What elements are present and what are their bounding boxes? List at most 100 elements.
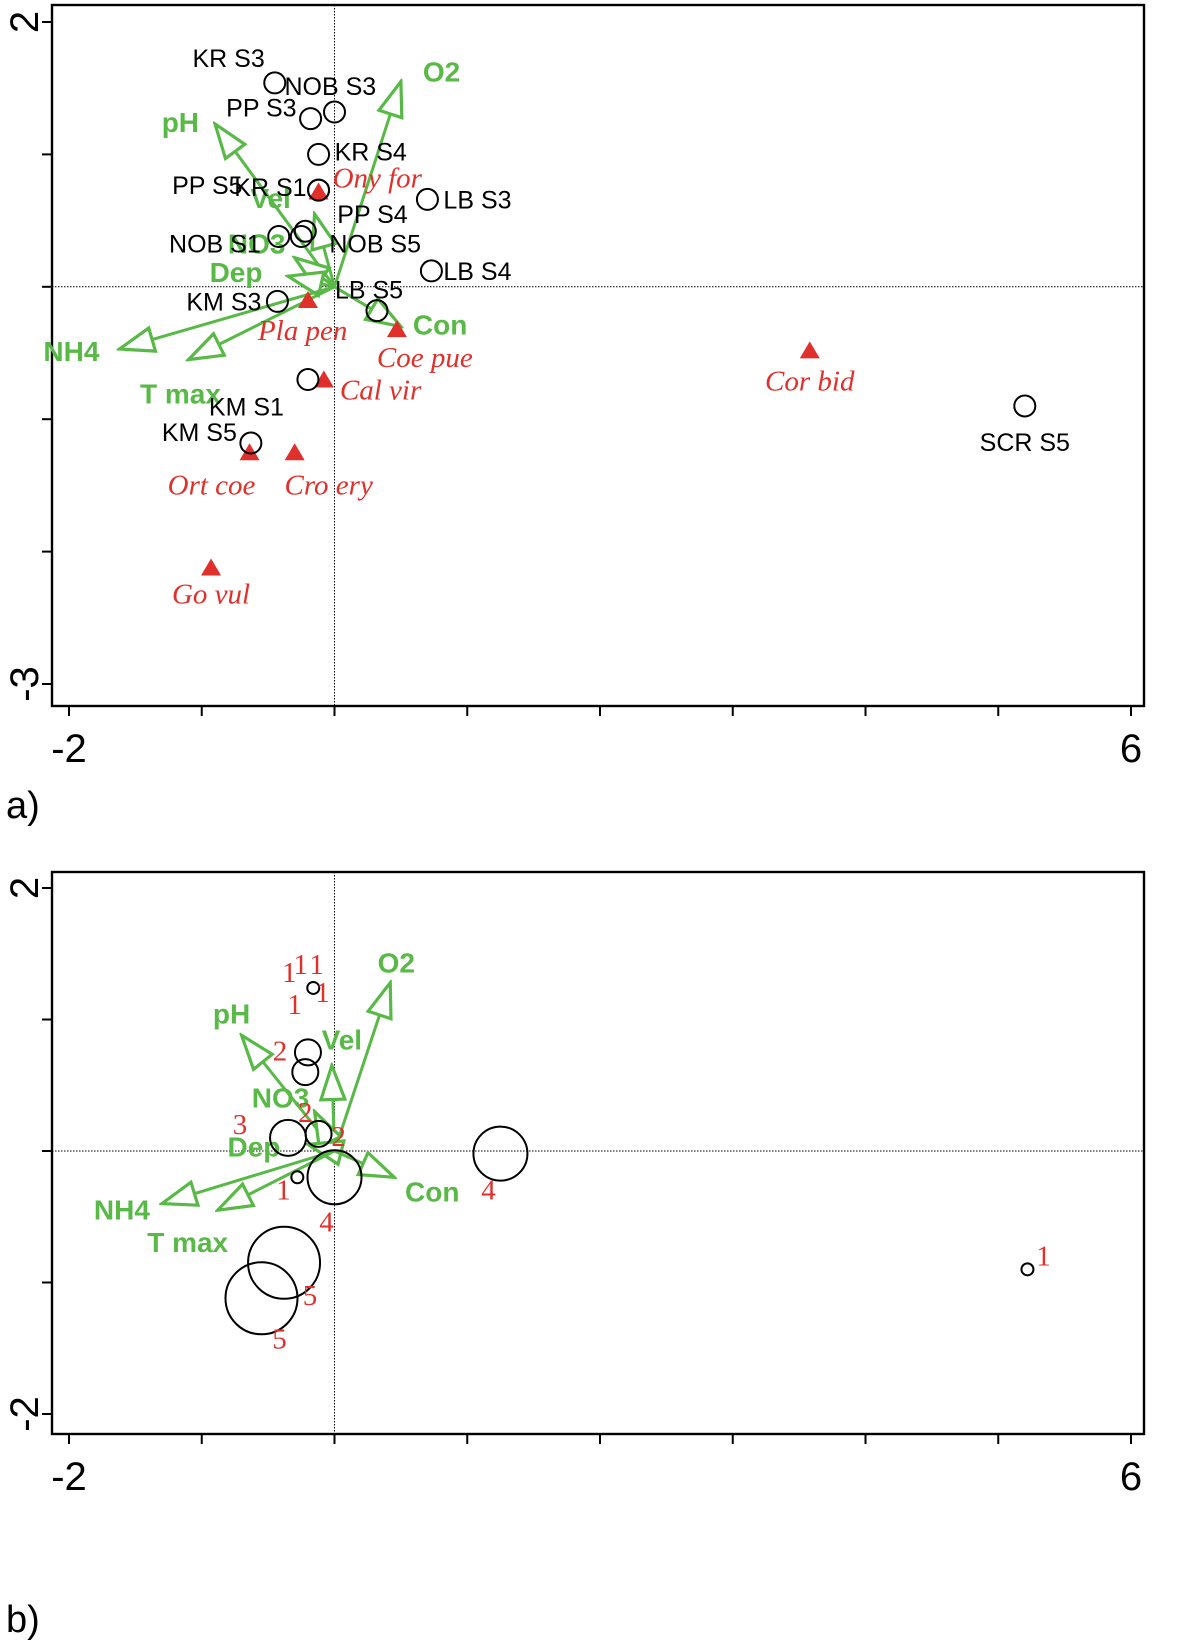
plot-frame [50, 870, 1146, 1436]
site-marker [289, 224, 313, 248]
group-label: 2 [298, 1097, 313, 1129]
y-tick-label: -3 [3, 666, 47, 702]
site-marker [307, 178, 331, 202]
species-marker [239, 443, 260, 461]
group-label: 1 [315, 977, 330, 1009]
site-label: KR S4 [335, 138, 407, 166]
site-marker [263, 71, 287, 95]
y-tick-label: 2 [3, 877, 47, 899]
env-label-o2: O2 [423, 57, 460, 88]
species-label: Ony for [333, 162, 423, 194]
group-label: 3 [233, 1109, 248, 1141]
env-label-nh4: NH4 [43, 336, 99, 367]
group-label: 1 [1036, 1240, 1051, 1272]
group-label: 1 [309, 949, 324, 981]
site-marker [1013, 394, 1037, 418]
species-marker [284, 443, 305, 461]
x-tick-label: -2 [51, 1455, 87, 1499]
species-label: Cro ery [285, 469, 373, 501]
group-label: 1 [282, 957, 297, 989]
site-marker [415, 187, 439, 211]
site-marker [296, 367, 320, 391]
env-label-vel: Vel [322, 1025, 362, 1056]
y-tick-label: -2 [3, 1396, 47, 1432]
group-label: 2 [273, 1035, 288, 1067]
site-marker [304, 1119, 333, 1148]
site-marker [306, 1149, 363, 1206]
site-marker [306, 980, 321, 995]
species-label: Go vul [172, 578, 250, 610]
env-label-ph: pH [213, 998, 250, 1029]
species-marker [313, 370, 334, 388]
site-marker [419, 259, 443, 283]
site-marker [307, 142, 331, 166]
group-label: 5 [272, 1323, 287, 1355]
site-marker [365, 299, 389, 323]
site-marker [290, 1170, 305, 1185]
env-arrow-t-max [218, 1149, 336, 1210]
site-marker [265, 289, 289, 313]
env-arrow-nh4 [162, 1149, 335, 1204]
species-marker [308, 182, 329, 200]
env-label-dep: Dep [210, 257, 263, 288]
env-label-vel: Vel [250, 183, 290, 214]
site-label: KM S1 [209, 393, 284, 421]
site-marker [293, 1038, 322, 1067]
x-tick-label: 6 [1120, 727, 1142, 771]
species-marker [297, 291, 318, 309]
site-marker [267, 224, 291, 248]
site-label: NOB S1 [169, 230, 261, 258]
site-label: KR S3 [192, 45, 264, 73]
panel-label: a) [6, 785, 40, 827]
group-label: 2 [331, 1121, 346, 1153]
species-marker [799, 341, 820, 359]
group-label: 1 [287, 989, 302, 1021]
species-label: Cor bid [765, 365, 855, 397]
site-label: NOB S3 [285, 73, 377, 101]
x-tick-label: 6 [1120, 1455, 1142, 1499]
env-label-no3: NO3 [228, 229, 286, 260]
site-label: PP S4 [337, 201, 408, 229]
species-marker [386, 320, 407, 338]
site-marker [1020, 1262, 1035, 1277]
env-label-con: Con [405, 1176, 459, 1207]
y-tick-label: 2 [3, 11, 47, 33]
env-label-t-max: T max [147, 1227, 228, 1258]
site-marker [224, 1261, 299, 1336]
env-arrow-dep [288, 276, 335, 287]
site-marker [247, 1225, 322, 1300]
group-label: 1 [293, 949, 308, 981]
site-marker [472, 1125, 529, 1182]
site-label: PP S3 [226, 95, 296, 123]
group-label: 4 [319, 1206, 334, 1238]
site-label: PP S5 [172, 172, 242, 200]
site-marker [269, 1118, 308, 1157]
plot-frame [50, 3, 1146, 708]
site-label: NOB S5 [329, 230, 421, 258]
site-marker [293, 219, 317, 243]
panel-label: b) [6, 1599, 40, 1641]
group-label: 5 [303, 1280, 318, 1312]
env-label-no3: NO3 [252, 1083, 310, 1114]
env-label-ph: pH [162, 107, 199, 138]
site-label: SCR S5 [980, 429, 1070, 457]
site-marker [291, 1058, 320, 1087]
env-arrow-o2 [333, 983, 391, 1152]
site-marker [323, 100, 346, 124]
env-arrow-nh4 [119, 285, 335, 349]
species-label: Cal vir [340, 374, 422, 406]
group-label: 1 [276, 1174, 291, 1206]
site-label: LB S3 [443, 186, 511, 214]
site-marker [239, 431, 263, 455]
site-label: LB S5 [335, 277, 403, 305]
env-label-o2: O2 [378, 948, 415, 979]
x-tick-label: -2 [51, 727, 87, 771]
site-label: KM S3 [186, 288, 261, 316]
env-arrow-con [333, 1149, 395, 1177]
site-label: LB S4 [443, 258, 511, 286]
species-label: Coe pue [377, 342, 473, 374]
site-label: KM S5 [162, 419, 237, 447]
